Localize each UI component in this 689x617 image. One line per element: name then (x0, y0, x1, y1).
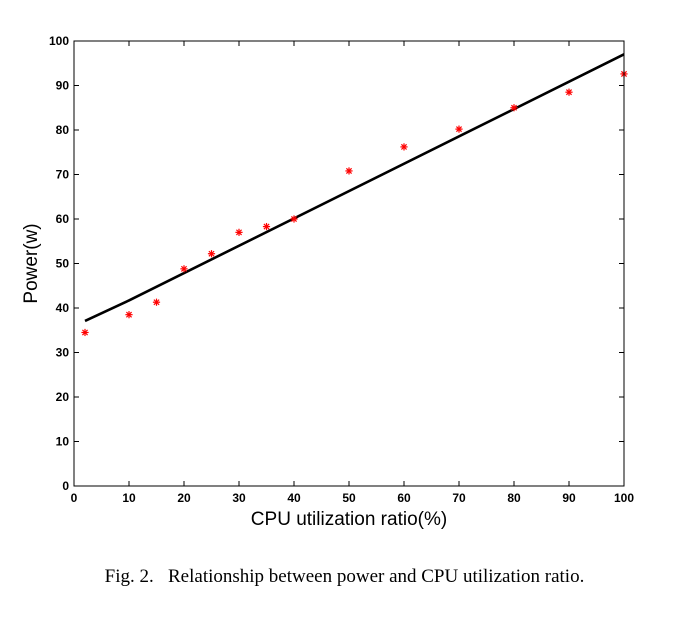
data-points-layer (81, 70, 628, 337)
y-tick-label: 30 (56, 346, 70, 360)
data-point (400, 143, 408, 151)
y-tick-label: 0 (62, 479, 69, 493)
data-point (207, 250, 216, 258)
fit-line (84, 53, 625, 323)
x-tick-label: 100 (614, 491, 634, 505)
data-point (262, 222, 271, 231)
data-point (125, 311, 133, 319)
y-tick-label: 10 (56, 435, 70, 449)
x-axis-title: CPU utilization ratio(%) (251, 509, 447, 530)
y-tick-label: 20 (56, 390, 70, 404)
figure-label: Fig. 2. (104, 566, 154, 587)
data-point (510, 104, 518, 112)
data-point (290, 215, 298, 223)
data-point (345, 167, 353, 175)
x-tick-label: 60 (397, 491, 411, 505)
data-point (235, 228, 243, 236)
x-tick-label: 40 (287, 491, 301, 505)
y-tick-label: 60 (56, 212, 70, 226)
x-tick-label: 30 (232, 491, 246, 505)
x-tick-label: 10 (122, 491, 136, 505)
y-tick-label: 50 (56, 257, 70, 271)
y-tick-label: 40 (56, 301, 70, 315)
x-tick-label: 80 (507, 491, 521, 505)
figure-caption-text: Relationship between power and CPU utili… (168, 566, 585, 587)
figure-caption: Fig. 2. Relationship between power and C… (0, 566, 689, 588)
data-point (180, 265, 188, 273)
data-point (565, 88, 573, 96)
y-tick-label: 100 (49, 34, 69, 48)
data-point (152, 298, 161, 306)
y-ticks: 0 10 20 30 40 50 60 70 80 90 100 (49, 34, 624, 493)
y-tick-label: 70 (56, 168, 70, 182)
y-tick-label: 80 (56, 123, 70, 137)
fit-line-layer (84, 53, 625, 323)
y-axis-title: Power(w) (21, 223, 42, 303)
data-point (455, 125, 463, 133)
x-ticks: 0 10 20 30 40 50 60 70 80 90 100 (71, 41, 634, 505)
x-tick-label: 90 (562, 491, 576, 505)
chart: 0 10 20 30 40 50 60 70 80 90 100 0 10 20 30 40 50 60 70 80… (21, 34, 634, 530)
y-tick-label: 90 (56, 79, 70, 93)
x-tick-label: 20 (177, 491, 191, 505)
x-tick-label: 0 (71, 491, 78, 505)
x-tick-label: 70 (452, 491, 466, 505)
data-point (81, 328, 89, 337)
plot-area-frame (73, 40, 625, 487)
x-tick-label: 50 (342, 491, 356, 505)
